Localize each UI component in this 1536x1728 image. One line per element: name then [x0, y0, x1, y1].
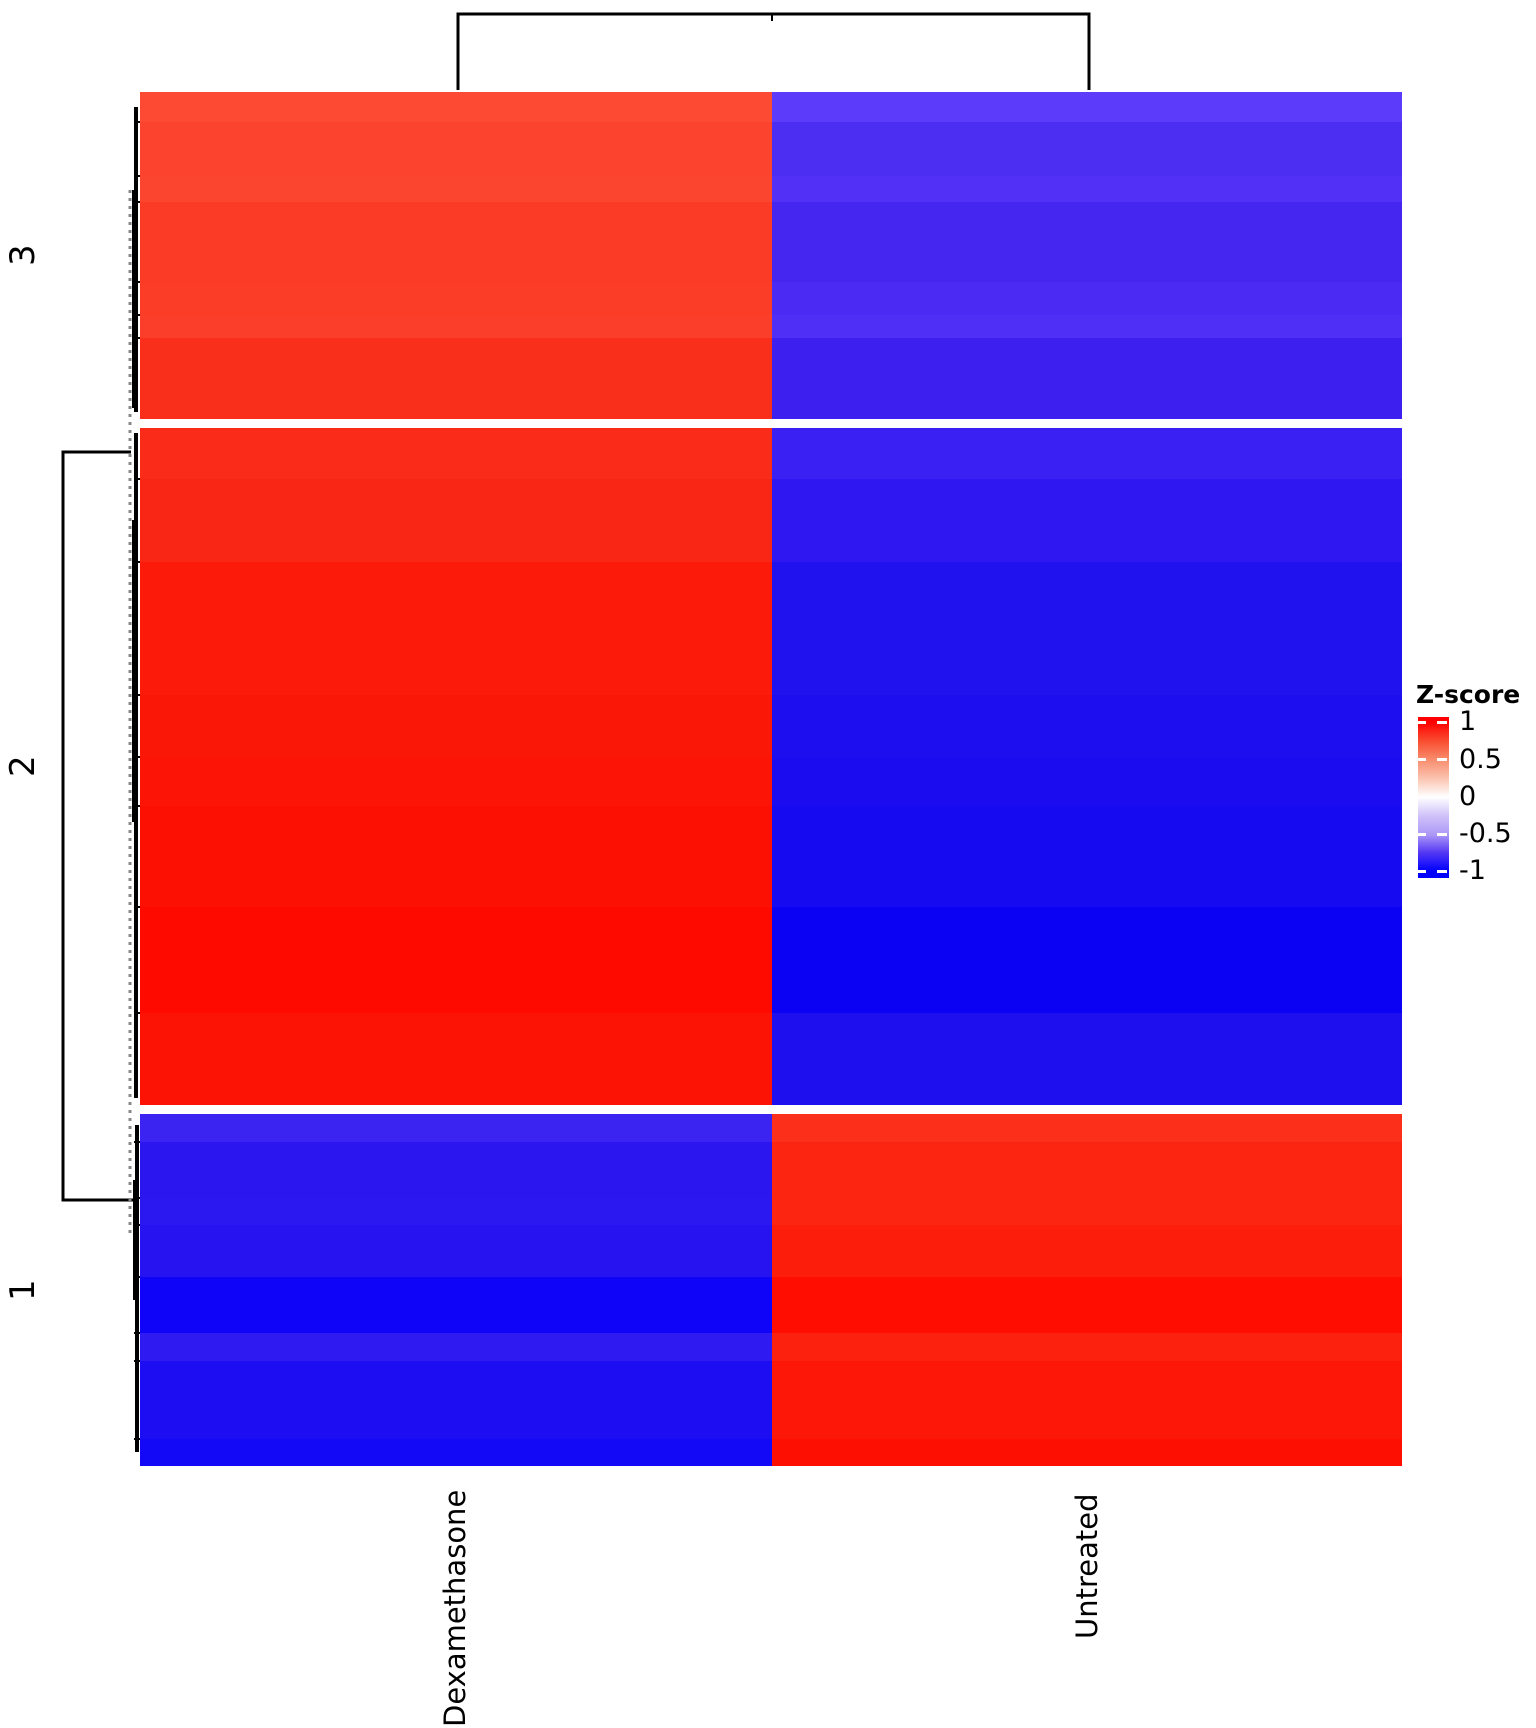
- heatmap-row: [140, 695, 1402, 757]
- heatmap-row: [140, 1439, 1402, 1466]
- heatmap-cell: [772, 176, 1402, 202]
- legend-tick-mark: [1437, 833, 1447, 836]
- heatmap-cell: [140, 1225, 772, 1277]
- heatmap-cell: [772, 806, 1402, 907]
- heatmap-cell: [772, 122, 1402, 176]
- heatmap-cell: [140, 695, 772, 757]
- heatmap-row: [140, 1114, 1402, 1142]
- row-cluster-label-3: 3: [3, 244, 43, 266]
- heatmap-cluster-2-block: [140, 428, 1402, 1105]
- heatmap-cell: [140, 1439, 772, 1466]
- heatmap-row: [140, 1333, 1402, 1361]
- legend-tick-mark: [1418, 870, 1426, 873]
- legend-tick-mark: [1437, 758, 1447, 761]
- heatmap-cell: [140, 562, 772, 695]
- heatmap-cell: [772, 202, 1402, 282]
- heatmap-row: [140, 757, 1402, 806]
- legend-tick-mark: [1418, 833, 1426, 836]
- heatmap-cell: [772, 1114, 1402, 1142]
- heatmap-cell: [772, 907, 1402, 1013]
- legend-tick-label--1: -1: [1459, 855, 1486, 886]
- row-cluster-label-2: 2: [3, 755, 43, 777]
- heatmap-cell: [772, 1142, 1402, 1198]
- heatmap-cell: [772, 695, 1402, 757]
- heatmap-cell: [140, 1361, 772, 1439]
- heatmap-cell: [772, 428, 1402, 479]
- heatmap-row: [140, 1198, 1402, 1225]
- legend-tick-mark: [1418, 758, 1426, 761]
- heatmap-row: [140, 1013, 1402, 1105]
- heatmap-row: [140, 122, 1402, 176]
- heatmap-row: [140, 428, 1402, 479]
- heatmap-cell: [772, 1361, 1402, 1439]
- legend-tick-label--0.5: -0.5: [1459, 818, 1512, 849]
- heatmap-cell: [772, 282, 1402, 315]
- heatmap-row: [140, 806, 1402, 907]
- heatmap-cell: [140, 92, 772, 122]
- row-dendrogram-subtrees: [132, 107, 140, 1452]
- heatmap-cell: [772, 338, 1402, 419]
- heatmap-cell: [140, 479, 772, 562]
- column-dendrogram: [456, 12, 1091, 90]
- heatmap-row: [140, 338, 1402, 419]
- heatmap-cell: [140, 907, 772, 1013]
- heatmap-cell: [140, 202, 772, 282]
- legend-tick-label-0.5: 0.5: [1459, 744, 1502, 775]
- heatmap-cell: [772, 315, 1402, 338]
- heatmap-row: [140, 176, 1402, 202]
- legend-tick-mark: [1418, 721, 1426, 724]
- heatmap-cell: [140, 315, 772, 338]
- column-label-untreated: Untreated: [1070, 1493, 1104, 1640]
- heatmap-row: [140, 1225, 1402, 1277]
- heatmap-cell: [772, 1439, 1402, 1466]
- legend-tick-mark: [1437, 721, 1447, 724]
- heatmap-cell: [140, 1114, 772, 1142]
- heatmap-cell: [772, 92, 1402, 122]
- heatmap-row: [140, 92, 1402, 122]
- heatmap-cell: [140, 176, 772, 202]
- heatmap-cell: [772, 562, 1402, 695]
- heatmap-cell: [140, 338, 772, 419]
- heatmap-cell: [140, 282, 772, 315]
- heatmap-cell: [140, 806, 772, 907]
- heatmap-row: [140, 315, 1402, 338]
- heatmap-row: [140, 1142, 1402, 1198]
- heatmap-row: [140, 1361, 1402, 1439]
- heatmap-cell: [140, 1013, 772, 1105]
- heatmap-cell: [140, 1333, 772, 1361]
- legend-title: Z-score: [1416, 680, 1521, 709]
- heatmap-row: [140, 282, 1402, 315]
- legend-tick-label-0: 0: [1459, 781, 1477, 812]
- heatmap-row: [140, 1277, 1402, 1333]
- heatmap-cell: [140, 122, 772, 176]
- heatmap-row: [140, 562, 1402, 695]
- heatmap-cell: [772, 1225, 1402, 1277]
- row-dendrogram-bracket: [61, 450, 136, 1202]
- heatmap-cell: [772, 757, 1402, 806]
- heatmap-cluster-3-block: [140, 92, 1402, 419]
- heatmap-cell: [140, 1277, 772, 1333]
- legend-tick-label-1: 1: [1459, 706, 1477, 737]
- heatmap-row: [140, 479, 1402, 562]
- heatmap-cluster-1-block: [140, 1114, 1402, 1466]
- legend-colorbar: [1418, 717, 1449, 878]
- column-label-dexamethasone: Dexamethasone: [438, 1489, 472, 1727]
- heatmap-cell: [772, 1333, 1402, 1361]
- heatmap-cell: [772, 1013, 1402, 1105]
- heatmap-cell: [772, 1198, 1402, 1225]
- row-cluster-label-1: 1: [3, 1279, 43, 1301]
- legend-tick-mark: [1437, 870, 1447, 873]
- heatmap-cell: [140, 757, 772, 806]
- heatmap-cell: [140, 428, 772, 479]
- heatmap-cell: [140, 1198, 772, 1225]
- heatmap-row: [140, 202, 1402, 282]
- heatmap-cell: [140, 1142, 772, 1198]
- heatmap-row: [140, 907, 1402, 1013]
- heatmap-cell: [772, 1277, 1402, 1333]
- heatmap-cell: [772, 479, 1402, 562]
